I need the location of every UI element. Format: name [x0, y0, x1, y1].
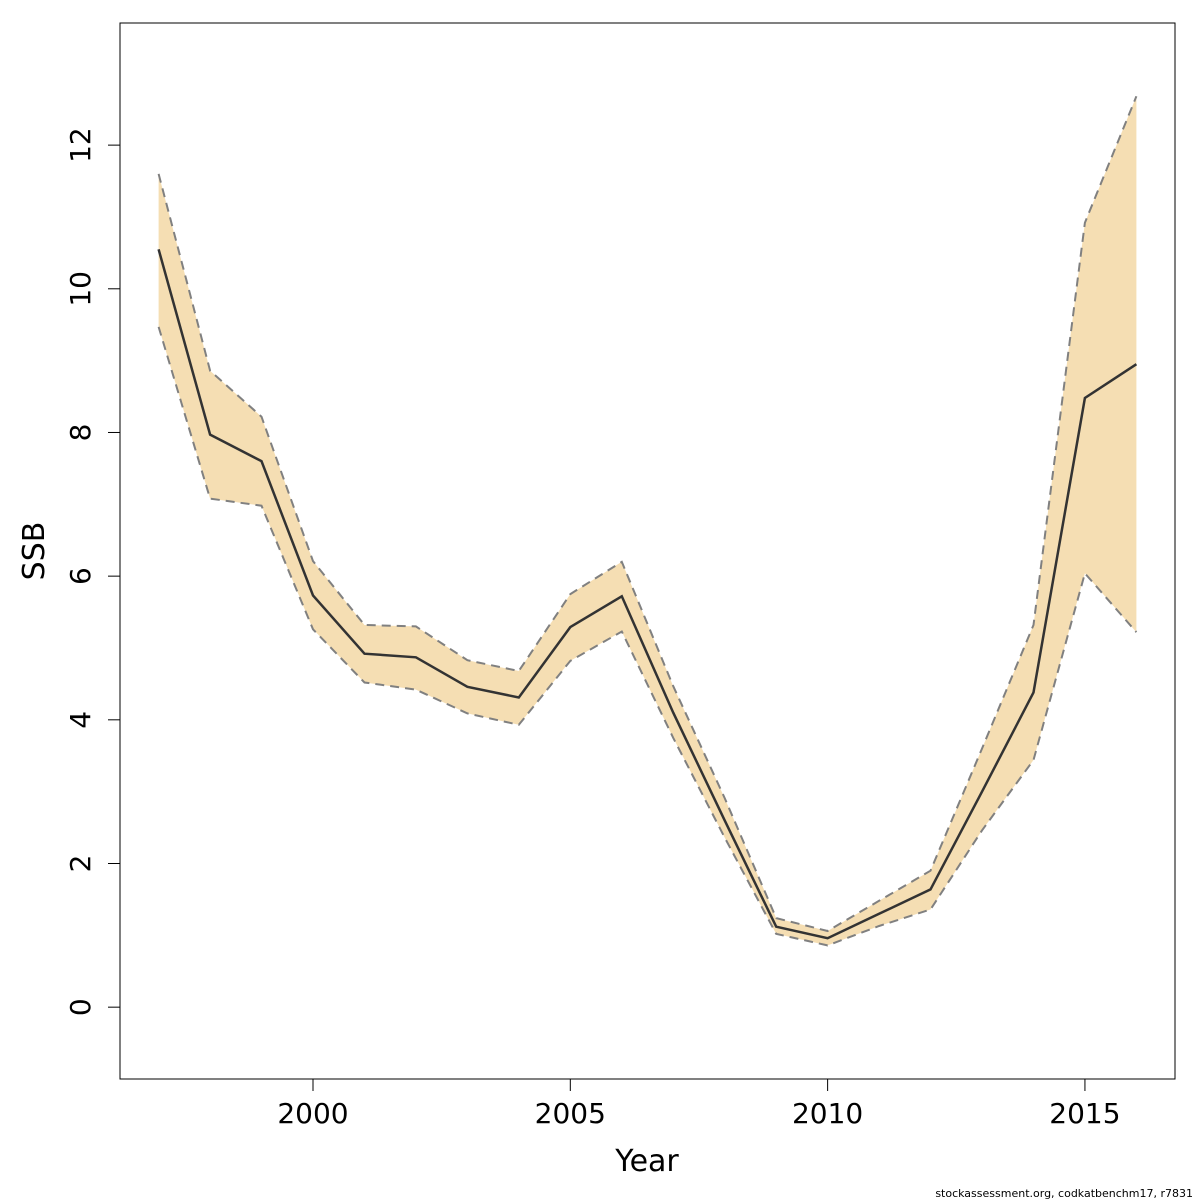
x-axis-title: Year [614, 1144, 679, 1179]
credit-text: stockassessment.org, codkatbenchm17, r78… [935, 1187, 1193, 1200]
x-axis: 2000 2005 2010 2015 [277, 1078, 1121, 1130]
y-tick-label: 6 [64, 567, 97, 585]
lower-bound-line [157, 326, 1138, 947]
y-axis-title: SSB [17, 522, 52, 581]
y-tick-label: 0 [64, 998, 97, 1016]
x-tick-label: 2015 [1049, 1097, 1120, 1130]
x-tick-label: 2005 [535, 1097, 606, 1130]
y-axis: 0 2 4 6 8 10 12 [64, 127, 121, 1016]
band-area [158, 96, 1137, 946]
x-tick-label: 2000 [277, 1097, 348, 1130]
confidence-bounds [157, 95, 1138, 947]
upper-bound-line [157, 95, 1138, 933]
ssb-line [157, 248, 1138, 940]
y-tick-label: 4 [64, 711, 97, 729]
confidence-band [158, 96, 1137, 946]
y-tick-label: 12 [64, 127, 97, 163]
y-tick-label: 2 [64, 855, 97, 873]
ssb-series [157, 248, 1138, 940]
plot-frame [119, 22, 1176, 1080]
x-tick-label: 2010 [792, 1097, 863, 1130]
y-tick-label: 8 [64, 424, 97, 442]
y-tick-label: 10 [64, 271, 97, 307]
